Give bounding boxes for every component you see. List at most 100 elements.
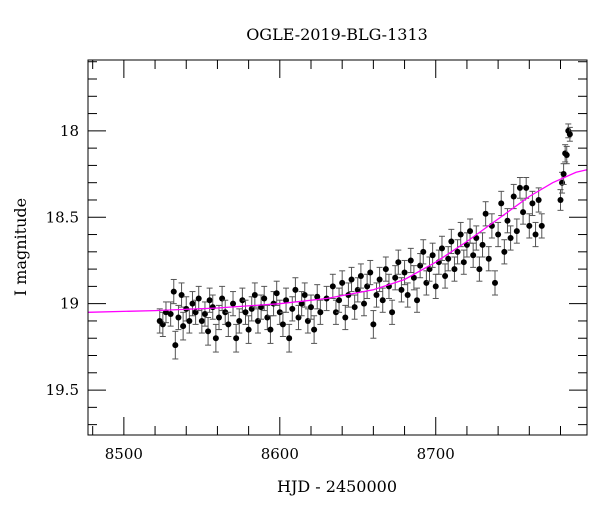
point-marker xyxy=(209,304,216,311)
data-point xyxy=(298,291,305,317)
data-point xyxy=(463,232,470,258)
point-marker xyxy=(404,292,411,299)
point-marker xyxy=(189,300,196,307)
data-point xyxy=(189,291,196,317)
data-point xyxy=(538,213,545,239)
data-point xyxy=(457,221,464,248)
point-marker xyxy=(283,297,290,304)
point-marker xyxy=(198,317,205,324)
data-point xyxy=(361,291,368,317)
point-marker xyxy=(442,273,449,280)
point-marker xyxy=(225,321,232,328)
point-marker xyxy=(526,222,533,229)
point-marker xyxy=(245,326,252,333)
point-marker xyxy=(532,231,539,238)
point-marker xyxy=(451,266,458,273)
data-point xyxy=(172,330,179,360)
data-point xyxy=(311,315,318,344)
data-point xyxy=(267,315,274,344)
point-marker xyxy=(479,241,486,248)
point-marker xyxy=(448,238,455,245)
point-marker xyxy=(482,210,489,217)
data-point xyxy=(236,308,243,334)
data-point xyxy=(501,239,508,265)
data-point xyxy=(314,284,321,310)
data-point xyxy=(389,299,396,325)
data-points xyxy=(156,123,573,360)
data-point xyxy=(370,310,377,339)
point-marker xyxy=(535,196,542,203)
point-marker xyxy=(507,234,514,241)
point-marker xyxy=(186,317,193,324)
point-marker xyxy=(432,283,439,290)
data-point xyxy=(342,304,349,331)
point-marker xyxy=(276,309,283,316)
data-point xyxy=(376,266,383,293)
data-point xyxy=(495,221,502,248)
point-marker xyxy=(267,326,274,333)
data-point xyxy=(195,285,202,312)
point-marker xyxy=(286,335,293,342)
data-point xyxy=(336,287,343,313)
y-tick-label: 19.5 xyxy=(46,381,79,399)
data-point xyxy=(385,273,392,299)
data-point xyxy=(329,273,336,299)
tick-labels: 8500 8600 8700 18 18.5 19 19.5 xyxy=(46,122,455,463)
data-point xyxy=(488,213,495,239)
x-tick-label: 8700 xyxy=(417,445,455,463)
point-marker xyxy=(361,300,368,307)
point-marker xyxy=(251,292,258,299)
data-point xyxy=(348,266,355,293)
data-point xyxy=(442,263,449,289)
data-point xyxy=(233,323,240,353)
point-marker xyxy=(222,309,229,316)
y-tick-label: 19 xyxy=(60,295,79,313)
data-point xyxy=(479,232,486,258)
point-marker xyxy=(392,274,399,281)
point-marker xyxy=(407,257,414,264)
point-marker xyxy=(454,248,461,255)
point-marker xyxy=(438,245,445,252)
data-point xyxy=(289,296,296,322)
data-point xyxy=(420,239,427,265)
point-marker xyxy=(273,290,280,297)
data-point xyxy=(364,273,371,299)
data-point xyxy=(448,228,455,255)
data-point xyxy=(245,315,252,344)
point-marker xyxy=(485,255,492,262)
data-point xyxy=(167,301,174,327)
point-marker xyxy=(520,209,527,216)
data-point xyxy=(283,287,290,313)
point-marker xyxy=(382,266,389,273)
data-point xyxy=(198,308,205,334)
point-marker xyxy=(180,323,187,330)
point-marker xyxy=(279,321,286,328)
point-marker xyxy=(212,335,219,342)
data-point xyxy=(212,323,219,353)
data-point xyxy=(414,287,421,313)
point-marker xyxy=(470,252,477,259)
data-point xyxy=(379,287,386,313)
point-marker xyxy=(538,222,545,229)
data-point xyxy=(373,282,380,308)
point-marker xyxy=(376,276,383,283)
point-marker xyxy=(342,314,349,321)
y-axis-label: I magnitude xyxy=(11,198,30,296)
point-marker xyxy=(172,342,179,349)
data-point xyxy=(410,265,417,291)
x-tick-label: 8600 xyxy=(261,445,299,463)
data-point xyxy=(566,126,573,142)
data-point xyxy=(426,256,433,282)
data-point xyxy=(404,282,411,308)
x-tick-label: 8500 xyxy=(105,445,143,463)
data-point xyxy=(248,296,255,322)
point-marker xyxy=(205,328,212,335)
data-point xyxy=(205,316,212,346)
data-point xyxy=(295,304,302,331)
point-marker xyxy=(501,248,508,255)
point-marker xyxy=(242,309,249,316)
data-point xyxy=(382,256,389,282)
point-marker xyxy=(332,309,339,316)
data-point xyxy=(510,183,517,210)
